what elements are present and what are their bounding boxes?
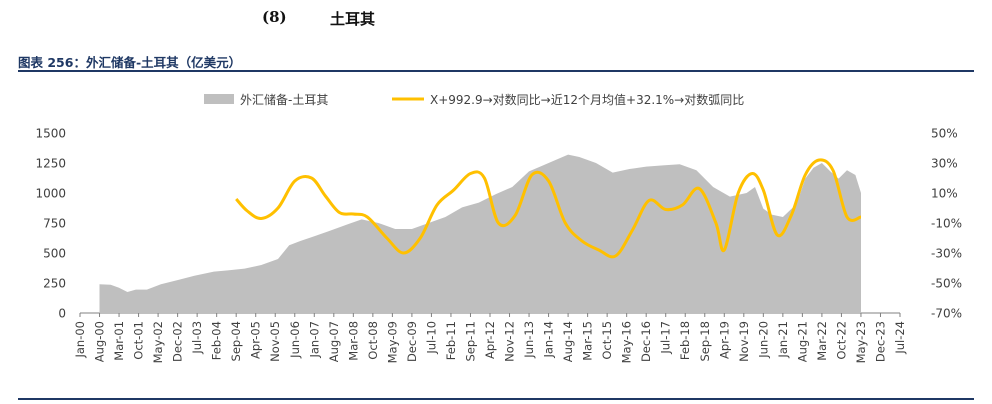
y-left-tick-label: 1250	[35, 157, 66, 171]
x-tick-label: Jan-21	[776, 321, 790, 359]
x-tick-label: Oct-01	[132, 321, 146, 360]
x-tick-label: Jun-06	[288, 321, 302, 359]
area-series	[99, 154, 861, 313]
y-left-tick-label: 500	[43, 247, 66, 261]
x-tick-label: Mar-22	[815, 321, 829, 361]
y-right-tick-label: -10%	[931, 217, 962, 231]
section-number: (8)	[262, 8, 287, 26]
y-right-tick-label: -70%	[931, 307, 962, 321]
legend-label-line: X+992.9→对数同比→近12个月均值+32.1%→对数弧同比	[430, 92, 744, 107]
x-tick-label: Mar-01	[112, 321, 126, 361]
x-tick-label: Nov-12	[503, 321, 517, 362]
x-tick-label: Mar-15	[581, 321, 595, 361]
x-tick-label: Dec-16	[639, 321, 653, 362]
y-right-tick-label: -50%	[931, 277, 962, 291]
x-tick-label: Jan-07	[307, 321, 321, 359]
x-tick-label: May-16	[620, 321, 634, 363]
x-tick-label: Jun-20	[756, 321, 770, 359]
bottom-rule	[18, 398, 974, 400]
section-header: (8) 土耳其	[0, 8, 992, 32]
yoy-line	[235, 158, 862, 259]
x-tick-label: May-02	[151, 321, 165, 363]
x-tick-label: Aug-07	[327, 321, 341, 362]
x-tick-label: Aug-21	[795, 321, 809, 362]
right-y-ticks: -70% -50% -30% -10% 10% 30% 50%	[931, 127, 962, 321]
x-tick-label: Nov-05	[268, 321, 282, 362]
line-series	[235, 158, 862, 259]
x-tick-label: Sep-11	[464, 321, 478, 361]
x-tick-label: Jul-17	[659, 321, 673, 355]
x-tick-label: Oct-08	[366, 321, 380, 360]
caption-rule	[18, 70, 974, 72]
x-tick-label: Jul-10	[424, 321, 438, 355]
x-tick-label: Mar-08	[346, 321, 360, 361]
y-left-tick-label: 0	[58, 307, 66, 321]
y-right-tick-label: 50%	[931, 127, 958, 141]
y-right-tick-label: -30%	[931, 247, 962, 261]
section-title: 土耳其	[330, 10, 376, 28]
x-tick-label: Jan-14	[542, 321, 556, 359]
x-tick-label: Sep-18	[698, 321, 712, 361]
y-left-tick-label: 250	[43, 277, 66, 291]
x-ticks: Jan-00 Aug-00 Mar-01 Oct-01 May-02 Dec-02 Jul-…	[73, 313, 907, 363]
figure-caption: 图表 256：外汇储备-土耳其（亿美元）	[18, 55, 242, 70]
x-tick-label: Dec-23	[874, 321, 888, 362]
y-left-tick-label: 1000	[35, 187, 66, 201]
x-tick-label: May-23	[854, 321, 868, 363]
x-tick-label: Aug-14	[561, 321, 575, 362]
x-tick-label: Jul-24	[893, 321, 907, 355]
x-tick-label: Aug-00	[93, 321, 107, 362]
x-tick-label: Feb-04	[210, 321, 224, 360]
reserves-area	[99, 154, 861, 313]
y-right-tick-label: 30%	[931, 157, 958, 171]
x-tick-label: Jan-00	[73, 321, 87, 359]
x-tick-label: May-09	[385, 321, 399, 363]
y-left-tick-label: 750	[43, 217, 66, 231]
x-tick-label: Jul-03	[190, 321, 204, 355]
y-right-tick-label: 10%	[931, 187, 958, 201]
x-tick-label: Apr-05	[249, 321, 263, 359]
legend: 外汇储备-土耳其 X+992.9→对数同比→近12个月均值+32.1%→对数弧同比	[204, 92, 744, 107]
x-tick-label: Oct-22	[834, 321, 848, 360]
x-tick-label: Oct-15	[600, 321, 614, 360]
x-tick-label: Dec-02	[171, 321, 185, 362]
legend-label-area: 外汇储备-土耳其	[240, 92, 328, 107]
x-tick-label: Sep-04	[229, 321, 243, 361]
left-y-ticks: 0 250 500 750 1000 1250 1500	[35, 127, 66, 321]
x-tick-label: Apr-12	[483, 321, 497, 359]
x-tick-label: Feb-11	[444, 321, 458, 360]
y-left-tick-label: 1500	[35, 127, 66, 141]
x-tick-label: Jun-13	[522, 321, 536, 359]
x-tick-label: Dec-09	[405, 321, 419, 362]
x-tick-label: Feb-18	[678, 321, 692, 360]
legend-swatch-area	[204, 94, 234, 104]
x-tick-label: Nov-19	[737, 321, 751, 362]
x-tick-label: Apr-19	[717, 321, 731, 359]
